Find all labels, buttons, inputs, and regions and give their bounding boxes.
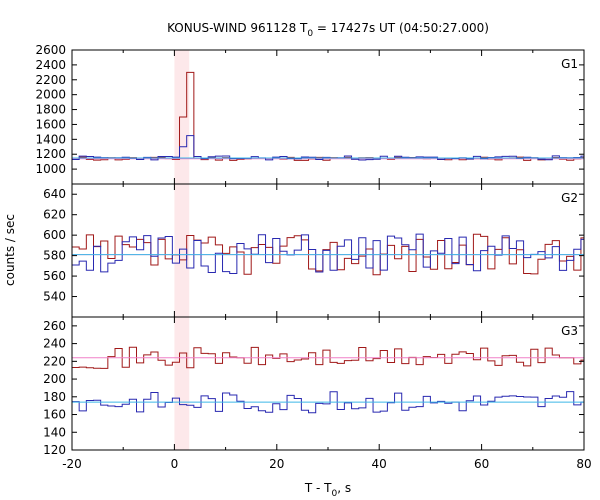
highlight-band [174,50,190,450]
y-tick-label: 220 [43,354,66,368]
x-tick-label: -20 [62,457,82,471]
x-tick-label: 60 [474,457,489,471]
panel-frame [71,316,585,451]
y-tick-label: 600 [43,228,66,242]
y-tick-label: 1600 [35,117,66,131]
y-tick-label: 2000 [35,88,66,102]
y-tick-label: 580 [43,249,66,263]
y-tick-label: 2600 [35,43,66,57]
panel-label: G2 [561,191,578,205]
panel-label: G3 [561,324,578,338]
chart-title: KONUS-WIND 961128 T0 = 17427s UT (04:50:… [167,21,489,39]
x-tick-label: 80 [576,457,591,471]
series-2-line [72,391,584,414]
y-tick-label: 240 [43,337,66,351]
y-tick-label: 120 [43,443,66,457]
y-tick-label: 640 [43,187,66,201]
y-tick-label: 620 [43,208,66,222]
y-tick-label: 200 [43,372,66,386]
series-1-line [72,346,584,369]
x-tick-label: 0 [171,457,179,471]
y-tick-label: 2400 [35,58,66,72]
xlabel-subscript: 0 [332,489,338,499]
x-tick-label: 40 [372,457,387,471]
y-tick-label: 560 [43,269,66,283]
y-tick-label: 140 [43,425,66,439]
series-1-line [72,71,584,161]
x-axis-label: T - T0, s [304,481,351,499]
panel-frame [71,49,585,185]
y-tick-label: 2200 [35,73,66,87]
y-tick-label: 180 [43,390,66,404]
y-tick-label: 540 [43,290,66,304]
series-2-line [72,233,584,275]
y-tick-label: 1200 [35,147,66,161]
title-subscript: 0 [307,29,313,39]
y-tick-label: 160 [43,408,66,422]
y-tick-label: 1800 [35,103,66,117]
y-tick-label: 1400 [35,132,66,146]
series-2-line [72,135,584,161]
y-axis-label: counts / sec [3,214,17,286]
panel-label: G1 [561,57,578,71]
y-tick-label: 1000 [35,162,66,176]
y-tick-label: 260 [43,319,66,333]
x-tick-label: 20 [269,457,284,471]
